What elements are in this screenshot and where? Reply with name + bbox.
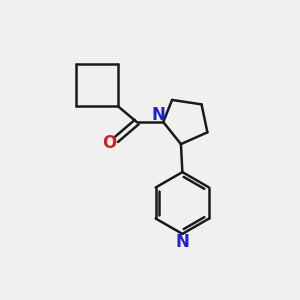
Text: N: N [176, 233, 189, 251]
Text: O: O [103, 134, 117, 152]
Text: N: N [151, 106, 165, 124]
